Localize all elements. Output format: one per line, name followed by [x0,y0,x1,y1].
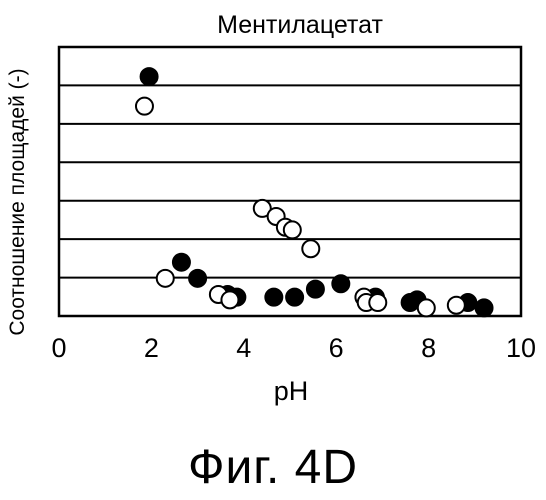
scatter-chart: Ментилацетат Соотношение площадей (-) 0 2… [0,0,546,440]
x-tick-label: 0 [51,333,66,363]
x-tick-label: 8 [421,333,436,363]
x-tick-label: 4 [236,333,251,363]
y-axis-label: Соотношение площадей (-) [6,68,29,335]
filled-data-point [141,68,158,85]
plot-frame [59,47,521,316]
open-data-point [284,221,301,238]
filled-data-point [286,289,303,306]
open-data-point [418,299,435,316]
open-data-point [369,294,386,311]
x-tick-label: 6 [329,333,344,363]
filled-data-point [265,289,282,306]
gridlines [59,85,521,277]
x-ticks: 0 2 4 6 8 10 [51,333,536,363]
filled-data-point [307,281,324,298]
open-data-point [302,240,319,257]
filled-data-point [173,254,190,271]
filled-data-point [476,299,493,316]
filled-data-point [189,270,206,287]
chart-title: Ментилацетат [217,11,383,39]
x-tick-label: 2 [144,333,159,363]
filled-data-point [332,275,349,292]
open-data-point [221,291,238,308]
open-data-point [448,297,465,314]
open-data-point [157,270,174,287]
x-axis-label: pH [274,376,309,406]
x-tick-label: 10 [506,333,536,363]
figure-caption: Фиг. 4D [0,440,546,495]
data-points [136,68,493,316]
open-data-point [136,98,153,115]
